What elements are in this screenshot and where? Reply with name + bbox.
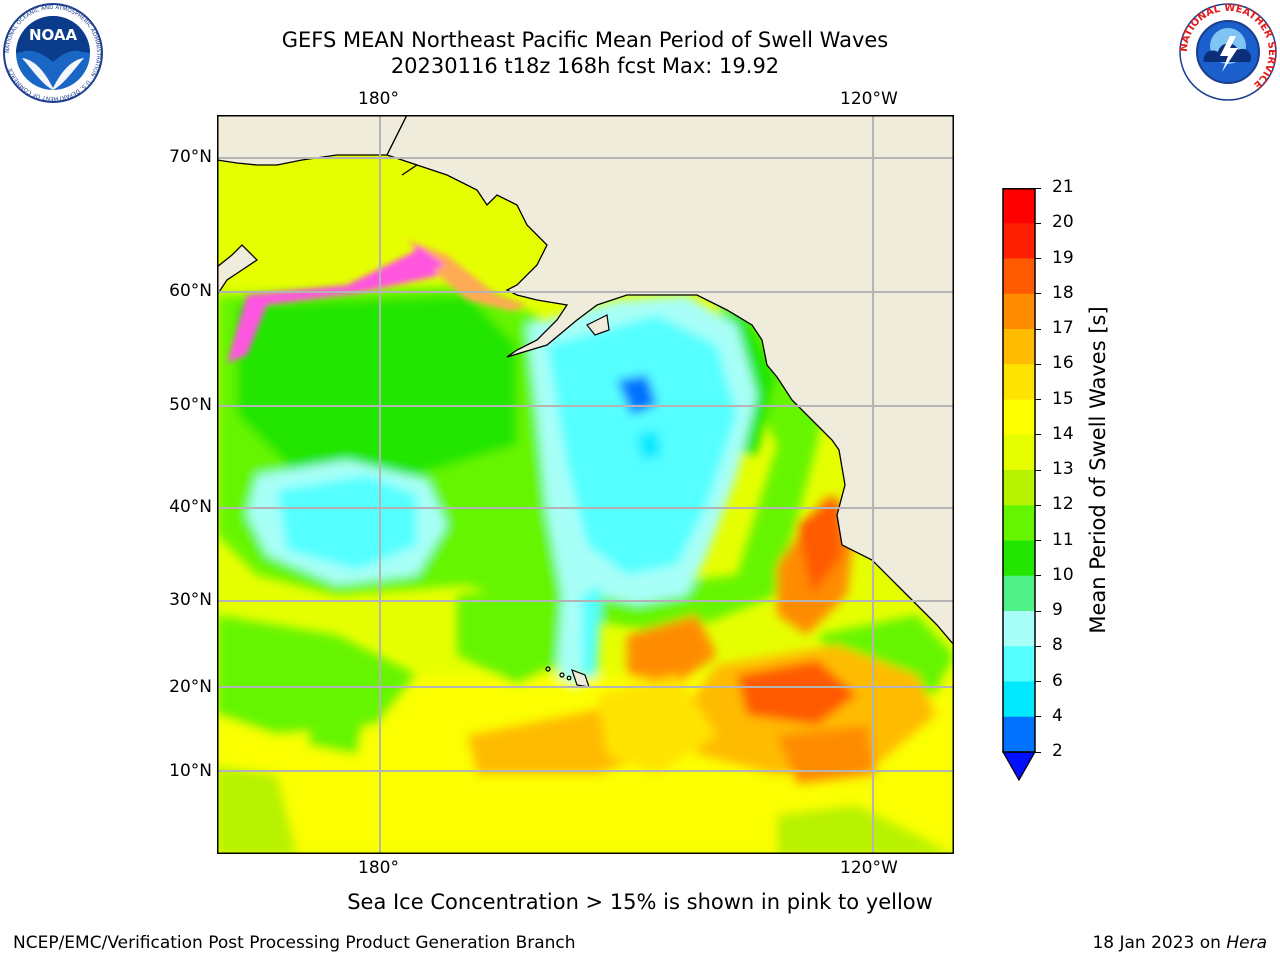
colorbar-tick-label: 20 <box>1052 212 1074 233</box>
colorbar-tick <box>1035 399 1041 400</box>
colorbar-tick <box>1035 469 1041 471</box>
colorbar-tick <box>1035 645 1041 647</box>
colorbar-tick-label: 15 <box>1052 388 1074 409</box>
colorbar-tick-label: 11 <box>1052 529 1074 550</box>
colorbar-underflow-triangle <box>1001 751 1037 782</box>
graticule <box>217 115 954 854</box>
colorbar-segment <box>1003 293 1035 330</box>
colorbar-tick <box>1035 328 1041 330</box>
sea-ice-edge <box>227 240 527 363</box>
colorbar-tick <box>1035 222 1041 224</box>
colorbar-segment <box>1003 716 1035 753</box>
colorbar-tick-label: 8 <box>1052 635 1063 656</box>
colorbar-segment <box>1003 399 1035 436</box>
colorbar-tick-label: 14 <box>1052 423 1074 444</box>
noaa-logo: NOAA NATIONAL OCEANIC AND ATMOSPHERIC AD… <box>3 3 103 103</box>
bottom-lon-label: 180° <box>358 858 399 878</box>
sea-ice-note: Sea Ice Concentration > 15% is shown in … <box>347 890 933 914</box>
top-lon-label: 180° <box>358 89 399 109</box>
colorbar-tick-label: 19 <box>1052 247 1074 268</box>
colorbar-tick <box>1035 504 1041 506</box>
colorbar-tick <box>1035 751 1041 753</box>
footer-credit: NCEP/EMC/Verification Post Processing Pr… <box>13 933 576 953</box>
colorbar-tick <box>1035 575 1041 577</box>
colorbar-tick-label: 17 <box>1052 318 1074 338</box>
colorbar-segment <box>1003 364 1035 401</box>
hawaii-kauai <box>545 666 551 672</box>
colorbar-tick-label: 6 <box>1052 670 1063 691</box>
land-masses <box>217 115 954 647</box>
colorbar-segment <box>1003 611 1035 647</box>
lat-label: 50°N <box>169 395 212 415</box>
colorbar-tick <box>1035 363 1041 365</box>
svg-text:NOAA: NOAA <box>29 26 78 44</box>
colorbar-segment <box>1003 646 1035 683</box>
footer-date: 18 Jan 2023 on Hera <box>1092 933 1267 953</box>
lat-label: 70°N <box>169 147 212 167</box>
nws-logo: NATIONAL WEATHER SERVICE <box>1179 3 1277 101</box>
footer-date-text: 18 Jan 2023 on <box>1092 933 1227 953</box>
colorbar-tick-label: 10 <box>1052 564 1074 585</box>
lat-label: 30°N <box>169 590 212 610</box>
colorbar-tick <box>1035 681 1041 682</box>
colorbar-segment <box>1003 540 1035 577</box>
map-title: GEFS MEAN Northeast Pacific Mean Period … <box>281 28 889 52</box>
footer-machine: Hera <box>1226 933 1267 953</box>
lat-label: 20°N <box>169 677 212 697</box>
hawaii-oahu <box>559 672 565 678</box>
colorbar-tick-label: 4 <box>1052 705 1063 726</box>
colorbar-segment <box>1003 434 1035 471</box>
colorbar-tick <box>1035 716 1041 718</box>
colorbar-tick-label: 13 <box>1052 459 1074 479</box>
colorbar-segment <box>1003 575 1035 612</box>
bottom-lon-label: 120°W <box>840 858 898 878</box>
kodiak-island <box>586 314 610 336</box>
colorbar-segment <box>1003 470 1035 506</box>
colorbar-tick <box>1035 187 1041 189</box>
colorbar-segment <box>1003 223 1035 260</box>
colorbar-segment <box>1003 681 1035 718</box>
lat-label: 10°N <box>169 761 212 781</box>
colorbar-tick <box>1035 540 1041 541</box>
lat-label: 40°N <box>169 497 212 517</box>
colorbar-tick <box>1035 258 1041 259</box>
colorbar-tick <box>1035 293 1041 295</box>
colorbar-tick-label: 16 <box>1052 353 1074 374</box>
colorbar-segment <box>1003 188 1035 224</box>
colorbar-tick-label: 9 <box>1052 600 1063 620</box>
colorbar-tick-label: 2 <box>1052 741 1063 761</box>
colorbar-tick-label: 12 <box>1052 494 1074 515</box>
swell-field <box>217 285 954 854</box>
map-frame <box>217 115 954 854</box>
colorbar-segment <box>1003 258 1035 295</box>
hawaii-maui <box>566 675 572 681</box>
swell-period-map <box>217 115 954 854</box>
colorbar-segment <box>1003 329 1035 365</box>
map-subtitle: 20230116 t18z 168h fcst Max: 19.92 <box>390 54 780 78</box>
colorbar-tick <box>1035 610 1041 612</box>
colorbar-tick-label: 21 <box>1052 177 1074 197</box>
colorbar-tick <box>1035 434 1041 436</box>
colorbar-title: Mean Period of Swell Waves [s] <box>1086 306 1110 634</box>
colorbar-tick-label: 18 <box>1052 282 1074 303</box>
colorbar <box>1001 188 1037 782</box>
colorbar-segment <box>1003 505 1035 542</box>
lat-label: 60°N <box>169 281 212 301</box>
top-lon-label: 120°W <box>840 89 898 109</box>
